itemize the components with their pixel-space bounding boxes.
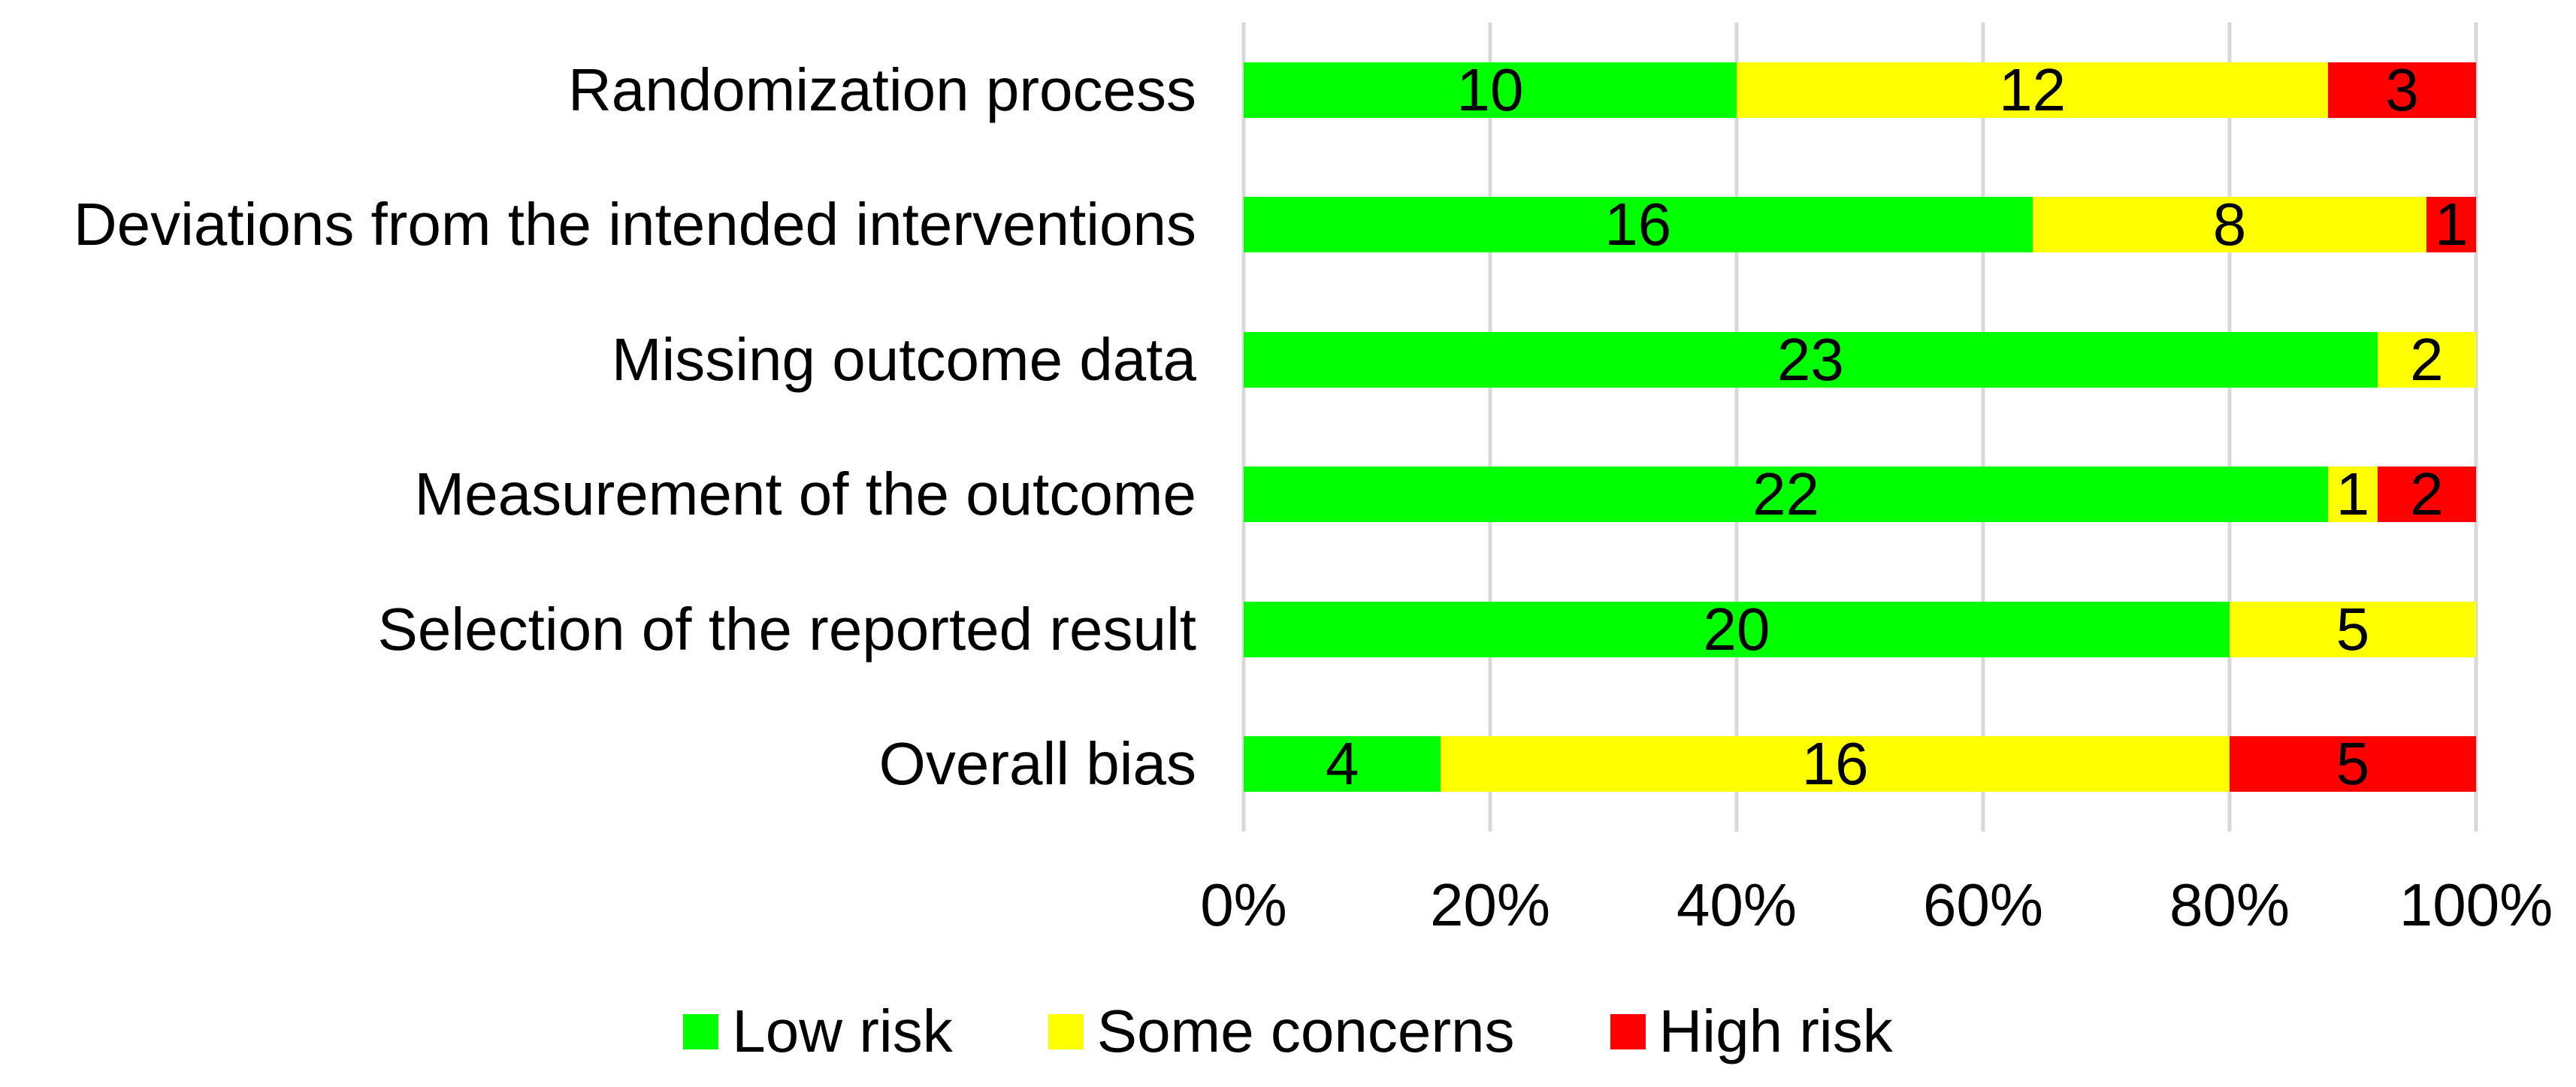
gridline xyxy=(1734,23,1739,832)
bar-value-label: 1 xyxy=(2434,191,2469,258)
bar-row: 23 2 xyxy=(1244,325,2476,393)
bar-value-label: 23 xyxy=(1776,325,1844,393)
x-tick-label: 80% xyxy=(2169,871,2290,938)
bar-segment-high-risk: 1 xyxy=(2426,191,2476,258)
legend-item-high-risk: High risk xyxy=(1610,998,1893,1064)
x-axis: 0% 20% 40% 60% 80% 100% xyxy=(1200,864,2553,947)
x-tick-label: 20% xyxy=(1429,871,1551,938)
legend-label: Low risk xyxy=(732,998,953,1064)
bar-value-label: 20 xyxy=(1703,595,1770,663)
bar-value-label: 16 xyxy=(1604,191,1672,258)
legend-item-low-risk: Low risk xyxy=(683,998,953,1064)
category-label: Overall bias xyxy=(878,730,1196,798)
bar-segment-high-risk: 3 xyxy=(2328,56,2476,123)
bar-segment-some-concerns: 2 xyxy=(2377,325,2476,393)
bar-row: 16 8 1 xyxy=(1244,191,2476,258)
bar-segment-low-risk: 23 xyxy=(1244,325,2378,393)
x-tick-label: 40% xyxy=(1676,871,1797,938)
bar-value-label: 2 xyxy=(2410,460,2444,528)
bar-segment-low-risk: 10 xyxy=(1244,56,1737,123)
legend-swatch-icon xyxy=(1610,1013,1646,1049)
legend: Low risk Some concerns High risk xyxy=(0,990,2576,1073)
bar-value-label: 10 xyxy=(1456,56,1524,123)
bar-segment-high-risk: 5 xyxy=(2229,730,2476,798)
legend-swatch-icon xyxy=(1048,1013,1084,1049)
bar-segment-some-concerns: 16 xyxy=(1441,730,2230,798)
legend-item-some-concerns: Some concerns xyxy=(1048,998,1515,1064)
bar-value-label: 12 xyxy=(1999,56,2067,123)
plot-area: 10 12 3 16 8 1 23 2 22 1 2 20 5 4 16 5 xyxy=(1241,23,2478,832)
bar-segment-some-concerns: 1 xyxy=(2328,460,2378,528)
bar-segment-low-risk: 22 xyxy=(1244,460,2329,528)
x-tick-label: 100% xyxy=(2399,871,2553,938)
gridline xyxy=(2474,23,2478,832)
x-tick-label: 60% xyxy=(1922,871,2044,938)
bar-segment-some-concerns: 5 xyxy=(2230,595,2476,663)
category-label: Randomization process xyxy=(568,56,1196,123)
category-label: Selection of the reported result xyxy=(377,595,1196,663)
category-label: Deviations from the intended interventio… xyxy=(73,191,1196,258)
gridline xyxy=(2227,23,2232,832)
bar-row: 10 12 3 xyxy=(1244,56,2476,123)
gridline xyxy=(1981,23,1985,832)
bar-segment-some-concerns: 8 xyxy=(2032,191,2427,258)
category-label: Measurement of the outcome xyxy=(414,460,1196,528)
bar-value-label: 3 xyxy=(2385,56,2419,123)
gridline xyxy=(1241,23,1246,832)
legend-label: High risk xyxy=(1658,998,1893,1064)
x-tick-label: 0% xyxy=(1200,871,1287,938)
bar-value-label: 22 xyxy=(1752,460,1820,528)
category-label: Missing outcome data xyxy=(611,325,1196,393)
bar-value-label: 5 xyxy=(2336,595,2370,663)
bar-value-label: 4 xyxy=(1325,730,1359,798)
bar-segment-high-risk: 2 xyxy=(2377,460,2476,528)
bar-segment-low-risk: 20 xyxy=(1244,595,2230,663)
bar-value-label: 8 xyxy=(2212,191,2247,258)
bar-row: 20 5 xyxy=(1244,595,2476,663)
bar-value-label: 16 xyxy=(1801,730,1869,798)
bar-value-label: 1 xyxy=(2336,460,2370,528)
bar-segment-low-risk: 16 xyxy=(1244,191,2033,258)
bar-row: 22 1 2 xyxy=(1244,460,2476,528)
bar-segment-low-risk: 4 xyxy=(1244,730,1441,798)
gridline xyxy=(1488,23,1492,832)
legend-label: Some concerns xyxy=(1096,998,1515,1064)
bar-row: 4 16 5 xyxy=(1244,730,2476,798)
bar-segment-some-concerns: 12 xyxy=(1737,56,2329,123)
legend-swatch-icon xyxy=(683,1013,719,1049)
bar-value-label: 5 xyxy=(2336,730,2370,798)
category-axis: Randomization process Deviations from the… xyxy=(0,23,1196,832)
bar-value-label: 2 xyxy=(2410,325,2444,393)
